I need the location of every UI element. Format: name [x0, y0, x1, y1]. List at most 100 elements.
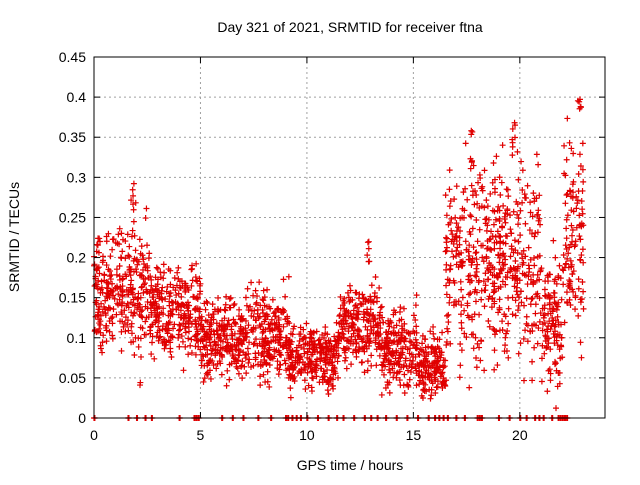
data-point [579, 166, 586, 173]
data-point [547, 310, 554, 317]
data-point [368, 282, 375, 289]
data-point [422, 362, 429, 369]
data-point [233, 360, 240, 367]
data-point [403, 363, 410, 370]
data-point [533, 211, 540, 218]
data-point [239, 375, 246, 382]
data-point [485, 216, 492, 223]
data-point [450, 253, 457, 260]
data-point [177, 322, 184, 329]
data-point [394, 341, 401, 348]
data-point [576, 233, 583, 240]
data-point [178, 333, 185, 340]
data-point [478, 296, 485, 303]
data-point [456, 374, 463, 381]
data-point [240, 330, 247, 337]
data-point [496, 207, 503, 214]
data-point [423, 367, 430, 374]
data-point [513, 275, 520, 282]
data-point [502, 281, 509, 288]
data-point [248, 363, 255, 370]
data-point [175, 290, 182, 297]
data-point [196, 282, 203, 289]
data-point [472, 250, 479, 257]
data-point [276, 336, 283, 343]
data-point [476, 171, 483, 178]
data-point [96, 235, 103, 242]
data-point [365, 245, 372, 252]
plot-frame [93, 56, 606, 419]
data-point [142, 215, 149, 222]
data-point [168, 353, 175, 360]
data-point [335, 329, 342, 336]
data-point [364, 239, 371, 246]
data-point [573, 205, 580, 212]
data-point [266, 362, 273, 369]
data-point [264, 286, 271, 293]
data-point [452, 232, 459, 239]
data-point [131, 351, 138, 358]
data-point [458, 286, 465, 293]
data-point [274, 365, 281, 372]
data-point [502, 313, 509, 320]
data-point [500, 250, 507, 257]
data-point [297, 324, 304, 331]
data-point [169, 311, 176, 318]
data-point [118, 230, 125, 237]
data-point [186, 315, 193, 322]
data-point [576, 151, 583, 158]
data-point [99, 339, 106, 346]
data-point [248, 312, 255, 319]
data-point [531, 262, 538, 269]
data-point [398, 334, 405, 341]
data-point [505, 320, 512, 327]
data-point [514, 211, 521, 218]
data-point [155, 323, 162, 330]
data-point [170, 325, 177, 332]
data-point [507, 226, 514, 233]
x-tick-label: 5 [197, 427, 205, 443]
data-point [226, 295, 233, 302]
data-point [379, 337, 386, 344]
data-point [128, 233, 135, 240]
data-point [385, 328, 392, 335]
data-point [381, 344, 388, 351]
data-point [213, 320, 220, 327]
data-point [115, 291, 122, 298]
data-point [96, 270, 103, 277]
data-point [494, 362, 501, 369]
y-tick-label: 0.3 [67, 169, 87, 185]
data-point [210, 362, 217, 369]
data-point [470, 162, 477, 169]
data-point [467, 272, 474, 279]
data-point [474, 261, 481, 268]
data-point [458, 347, 465, 354]
data-point [378, 391, 385, 398]
data-point [407, 368, 414, 375]
data-point [496, 306, 503, 313]
data-point [222, 301, 229, 308]
data-point [483, 197, 490, 204]
data-point [445, 221, 452, 228]
data-point [245, 306, 252, 313]
data-point [497, 252, 504, 259]
data-point [431, 350, 438, 357]
data-point [144, 242, 151, 249]
data-point [563, 192, 570, 199]
data-point [341, 335, 348, 342]
data-point [544, 388, 551, 395]
data-point [473, 265, 480, 272]
data-point [114, 240, 121, 247]
data-point [536, 215, 543, 222]
data-point [128, 330, 135, 337]
data-point [149, 294, 156, 301]
data-point [361, 348, 368, 355]
data-point [176, 343, 183, 350]
data-point [152, 319, 159, 326]
data-point [570, 150, 577, 157]
data-point [301, 361, 308, 368]
data-point [289, 331, 296, 338]
data-point [226, 376, 233, 383]
y-tick-label: 0.1 [67, 330, 87, 346]
data-point [105, 291, 112, 298]
